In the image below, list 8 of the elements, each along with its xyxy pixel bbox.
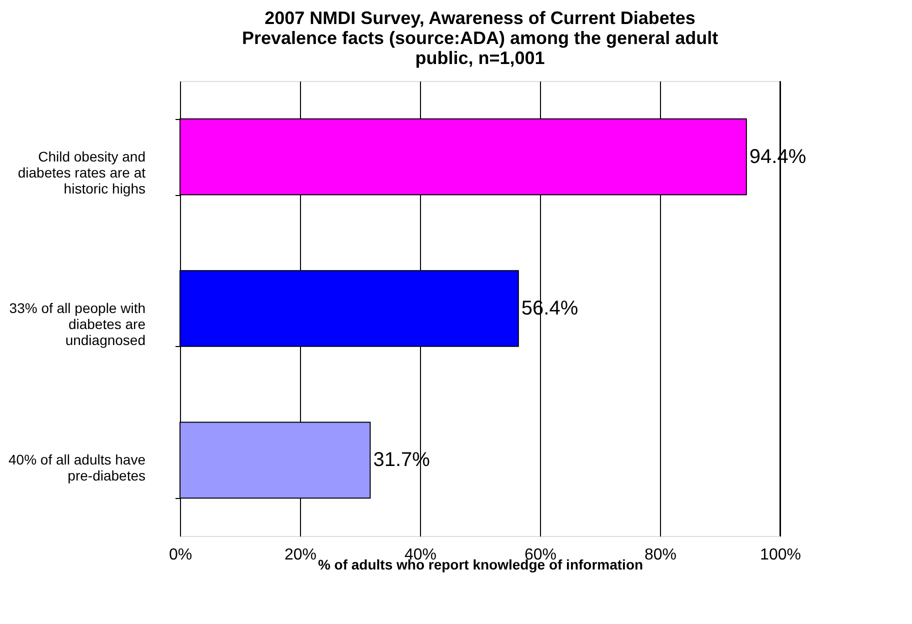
y-tick-label: Child obesity and diabetes rates are at historic highs: [18, 148, 146, 196]
x-tick-label: 80%: [644, 546, 677, 564]
x-tick-label: 0%: [168, 546, 192, 564]
y-tick-label: 33% of all people with diabetes are undiagnosed: [9, 300, 146, 348]
chart-title: 2007 NMDI Survey, Awareness of Current Diabetes Prevalence facts (source:ADA) among the general adult public, n=1,001: [242, 8, 718, 68]
x-tick-label: 20%: [284, 546, 317, 564]
y-tick-label: 40% of all adults have pre-diabetes: [8, 452, 146, 484]
x-tick-label: 100%: [760, 546, 801, 564]
